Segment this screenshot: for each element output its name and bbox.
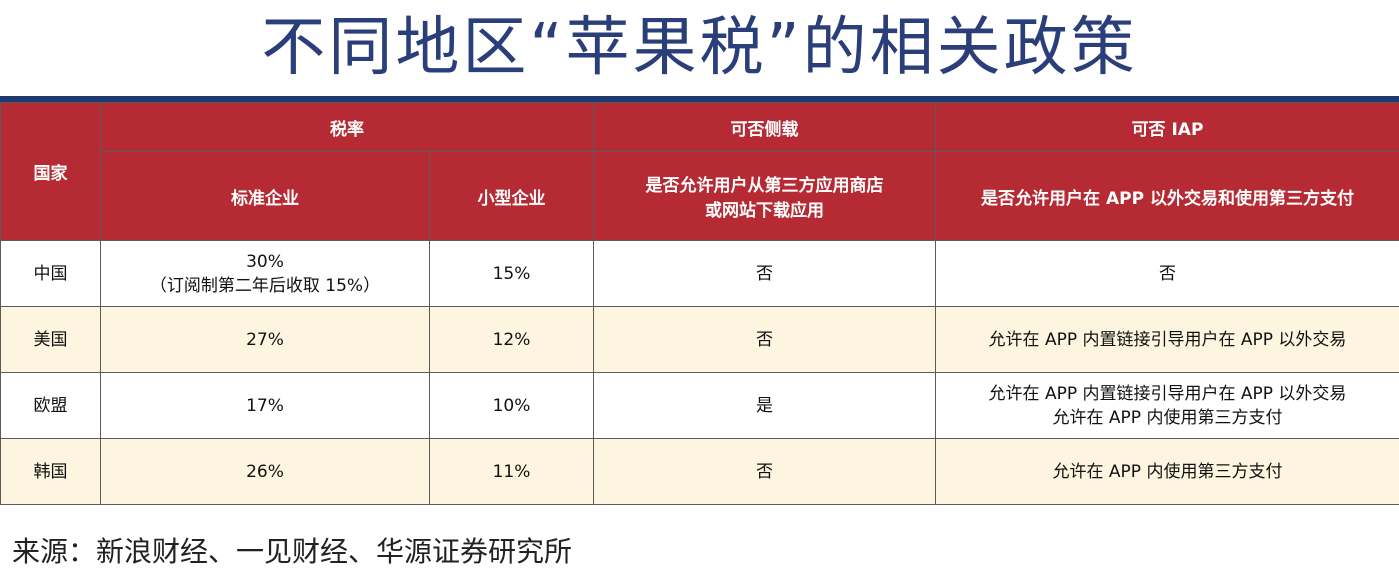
header-row-1: 国家 税率 可否侧载 可否 IAP	[0, 102, 1399, 241]
cell-small: 12%	[429, 306, 594, 373]
header-sideload-desc-line-1: 是否允许用户从第三方应用商店	[645, 176, 884, 196]
cell-iap-line-2: 允许在 APP 内使用第三方支付	[1052, 407, 1283, 428]
cell-standard: 27%	[100, 306, 430, 373]
cell-standard: 17%	[100, 372, 430, 439]
cell-country: 中国	[0, 240, 101, 307]
table-row: 美国 27% 12% 否 允许在 APP 内置链接引导用户在 APP 以外交易	[0, 306, 1399, 373]
cell-standard-note: （订阅制第二年后收取 15%）	[149, 275, 381, 296]
cell-small: 10%	[429, 372, 594, 439]
cell-iap: 否	[935, 240, 1399, 307]
table-row: 中国 30% （订阅制第二年后收取 15%） 15% 否 否	[0, 240, 1399, 307]
header-sideload-desc: 是否允许用户从第三方应用商店 或网站下载应用	[593, 151, 936, 241]
cell-sideload: 否	[593, 240, 936, 307]
cell-iap: 允许在 APP 内使用第三方支付	[935, 438, 1399, 505]
header-row-2: 标准企业 小型企业 是否允许用户从第三方应用商店 或网站下载应用 是否允许用户在…	[1, 151, 1399, 241]
cell-iap: 允许在 APP 内置链接引导用户在 APP 以外交易	[935, 306, 1399, 373]
cell-standard-rate: 30%	[246, 251, 284, 272]
cell-small: 15%	[429, 240, 594, 307]
page-title: 不同地区“苹果税”的相关政策	[261, 11, 1138, 85]
header-iap: 可否 IAP	[935, 102, 1399, 152]
cell-country: 欧盟	[0, 372, 101, 439]
cell-iap-line-1: 允许在 APP 内置链接引导用户在 APP 以外交易	[988, 383, 1347, 404]
title-divider	[0, 96, 1399, 102]
policy-table: 国家 税率 可否侧载 可否 IAP 标准企业 小型企业 是否允许用户从第三方应用…	[0, 102, 1399, 505]
header-sideload-desc-line-2: 或网站下载应用	[705, 201, 824, 221]
header-iap-desc: 是否允许用户在 APP 以外交易和使用第三方支付	[935, 151, 1399, 241]
header-standard: 标准企业	[100, 151, 430, 241]
cell-standard: 30% （订阅制第二年后收取 15%）	[100, 240, 430, 307]
header-tax-rate: 税率	[100, 102, 594, 152]
cell-sideload: 否	[593, 306, 936, 373]
cell-sideload: 否	[593, 438, 936, 505]
source-note: 来源：新浪财经、一见财经、华源证券研究所	[12, 535, 573, 568]
cell-iap-line-1: 否	[1159, 263, 1176, 284]
table-row: 韩国 26% 11% 否 允许在 APP 内使用第三方支付	[0, 438, 1399, 505]
cell-small: 11%	[429, 438, 594, 505]
header-sideload: 可否侧载	[593, 102, 936, 152]
cell-country: 美国	[0, 306, 101, 373]
header-small: 小型企业	[429, 151, 594, 241]
cell-standard: 26%	[100, 438, 430, 505]
cell-country: 韩国	[0, 438, 101, 505]
table-row: 欧盟 17% 10% 是 允许在 APP 内置链接引导用户在 APP 以外交易 …	[0, 372, 1399, 439]
header-country: 国家	[0, 102, 101, 241]
cell-sideload: 是	[593, 372, 936, 439]
cell-iap: 允许在 APP 内置链接引导用户在 APP 以外交易 允许在 APP 内使用第三…	[935, 372, 1399, 439]
